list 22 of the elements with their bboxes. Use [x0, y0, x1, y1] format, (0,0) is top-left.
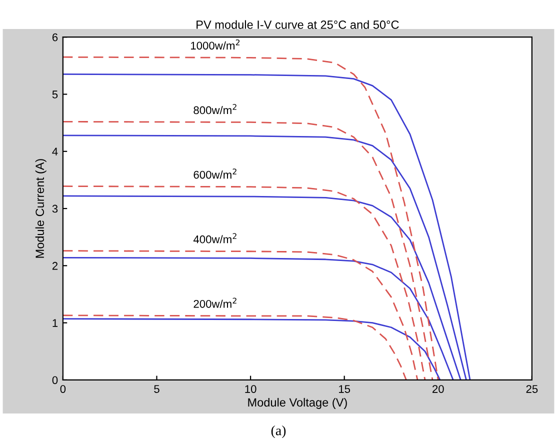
annotation: 400w/m$^{2}$: [193, 233, 236, 244]
x-tick-label: 5: [154, 385, 160, 393]
x-tick-label: 10: [245, 385, 256, 393]
text: (a): [271, 425, 286, 438]
y-tick-label: 2: [52, 262, 58, 270]
x-axis-title: Module Voltage (V): [248, 398, 347, 409]
annotation: 1000w/m$^{2}$: [190, 39, 240, 50]
annotation: 200w/m$^{2}$: [194, 298, 236, 308]
x-tick-label: 15: [339, 385, 350, 393]
x-tick-label: 0: [60, 385, 66, 393]
y-tick-label: 5: [52, 90, 58, 98]
y-tick-label: 1: [52, 319, 58, 327]
y-tick-label: 0: [52, 376, 58, 384]
y-axis-title: Module Current (A): [35, 159, 46, 258]
x-tick-label: 25: [526, 385, 538, 393]
annotation: 600w/m$^{2}$: [194, 168, 236, 179]
chart-title: PV module I-V curve at 25°C and 50°C: [196, 20, 399, 29]
y-tick-label: 4: [52, 148, 58, 156]
annotation: 800w/m$^{2}$: [194, 104, 236, 114]
x-tick-label: 20: [432, 385, 444, 393]
y-tick-label: 6: [52, 33, 58, 42]
y-tick-label: 3: [52, 204, 58, 213]
